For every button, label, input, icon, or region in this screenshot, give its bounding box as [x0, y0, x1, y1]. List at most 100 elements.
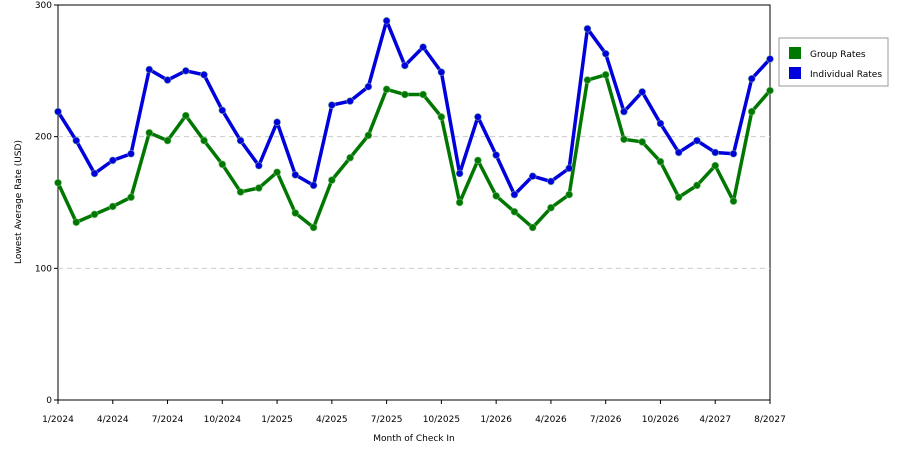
data-point — [747, 107, 756, 116]
data-point — [145, 128, 154, 137]
data-point — [327, 176, 336, 185]
y-tick-label: 300 — [35, 1, 52, 11]
data-point — [72, 136, 81, 145]
data-point — [127, 149, 135, 158]
data-point — [54, 107, 62, 116]
data-point — [547, 177, 555, 186]
x-tick-label: 7/2024 — [152, 415, 184, 425]
data-point — [711, 161, 720, 170]
data-point — [273, 118, 281, 127]
plot-area — [57, 4, 771, 401]
data-point — [218, 160, 227, 169]
data-point — [455, 169, 464, 178]
legend-label: Individual Rates — [810, 70, 882, 80]
data-point — [547, 203, 555, 212]
data-point — [437, 68, 446, 77]
data-point — [565, 190, 574, 199]
y-tick-label: 200 — [35, 133, 52, 143]
data-point — [291, 209, 300, 217]
x-tick-label: 4/2025 — [316, 415, 348, 425]
data-point — [638, 88, 647, 96]
data-point — [364, 82, 373, 91]
data-point — [346, 153, 355, 162]
data-point — [766, 55, 774, 63]
data-point — [254, 161, 263, 170]
data-point — [400, 61, 409, 70]
data-point — [656, 119, 665, 128]
y-tick-label: 100 — [35, 264, 52, 274]
x-tick-label: 4/2024 — [97, 415, 129, 425]
x-tick-label: 10/2025 — [423, 415, 460, 425]
data-point — [309, 181, 318, 190]
data-point — [583, 76, 592, 84]
data-point — [419, 90, 428, 99]
y-axis-label: Lowest Average Rate (USD) — [14, 140, 24, 264]
data-point — [674, 148, 683, 157]
legend-swatch — [789, 67, 801, 79]
data-point — [127, 193, 135, 202]
data-point — [200, 70, 208, 79]
data-point — [273, 168, 281, 177]
x-tick-label: 7/2026 — [590, 415, 622, 425]
x-tick-label: 10/2026 — [642, 415, 680, 425]
data-point — [254, 184, 263, 192]
x-tick-label: 8/2027 — [754, 415, 786, 425]
data-point — [528, 223, 537, 232]
data-point — [90, 169, 99, 178]
data-point — [729, 149, 738, 158]
data-point — [54, 178, 62, 187]
x-tick-label: 1/2024 — [42, 415, 74, 425]
data-point — [492, 151, 501, 160]
legend-box — [778, 37, 889, 87]
x-tick-label: 4/2027 — [699, 415, 731, 425]
data-point — [236, 136, 245, 145]
data-point — [638, 138, 647, 146]
data-point — [528, 172, 537, 181]
data-point — [364, 131, 373, 140]
data-point — [181, 66, 190, 75]
data-point — [382, 16, 391, 25]
data-point — [181, 111, 190, 120]
data-point — [747, 74, 756, 83]
data-point — [693, 136, 701, 145]
x-tick-label: 1/2025 — [261, 415, 293, 425]
data-point — [473, 156, 482, 165]
legend-swatch — [789, 47, 801, 59]
x-axis-label: Month of Check In — [373, 434, 455, 444]
data-point — [108, 202, 117, 211]
data-point — [108, 156, 117, 165]
data-point — [510, 190, 519, 199]
x-tick-label: 7/2025 — [371, 415, 403, 425]
y-tick-label: 0 — [46, 396, 52, 406]
data-point — [437, 113, 446, 121]
series-line — [56, 19, 772, 197]
data-point — [620, 135, 628, 144]
data-point — [163, 136, 172, 145]
data-point — [400, 90, 409, 99]
data-point — [309, 223, 318, 232]
data-point — [327, 101, 336, 109]
data-point — [674, 193, 683, 202]
data-point — [382, 85, 391, 94]
data-point — [601, 49, 610, 58]
data-point — [473, 113, 482, 121]
data-point — [510, 207, 519, 216]
data-point — [72, 218, 81, 227]
data-point — [419, 43, 428, 52]
x-tick-label: 4/2026 — [535, 415, 567, 425]
x-tick-label: 1/2026 — [480, 415, 512, 425]
x-tick-label: 10/2024 — [204, 415, 242, 425]
data-point — [693, 181, 701, 190]
data-point — [729, 197, 738, 206]
data-point — [200, 136, 208, 145]
data-point — [492, 192, 501, 200]
data-point — [455, 198, 464, 207]
data-point — [346, 97, 355, 106]
data-point — [218, 106, 227, 115]
data-point — [163, 76, 172, 84]
data-point — [656, 157, 665, 166]
legend-label: Group Rates — [810, 50, 866, 60]
data-point — [565, 164, 574, 173]
data-point — [291, 170, 300, 179]
